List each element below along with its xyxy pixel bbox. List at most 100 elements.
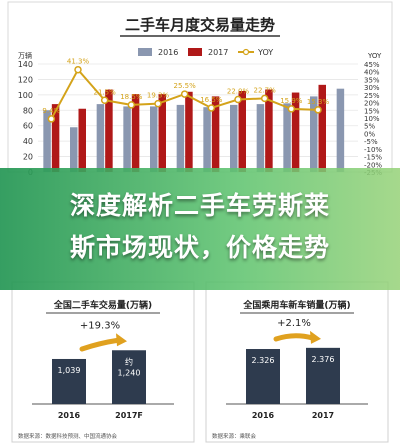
- bars: [43, 84, 345, 172]
- used-car-volume-chart: 全国二手车交易量(万辆) 1,039 2016 约 1,240 2017F +19.3% 数据…: [18, 299, 174, 440]
- y2-tick-label: 40%: [364, 69, 380, 77]
- bar-2017: [238, 91, 246, 172]
- yoy-point: [234, 95, 242, 104]
- y2-tick-label: -20%: [364, 161, 382, 169]
- bar-2016: [70, 127, 78, 172]
- y-tick-label: 40: [23, 137, 33, 146]
- legend: 2016 2017 YOY: [138, 48, 273, 57]
- bar-2017: [185, 91, 193, 172]
- yoy-label: 18.5%: [120, 93, 143, 101]
- y-tick-label: 20: [23, 153, 33, 162]
- yoy-line: 9.4% 41.3% 21.5%18.5% 19.3% 25.5%16.5% 22.0% 2…: [42, 58, 329, 123]
- y-tick-label: 100: [18, 91, 33, 100]
- bar-2016: [310, 96, 318, 172]
- yoy-label: 19.3%: [147, 92, 170, 100]
- small-chart-title: 全国乘用车新车销量(万辆): [242, 299, 350, 311]
- yoy-label: 25.5%: [174, 82, 197, 90]
- bar-2016: [176, 104, 185, 172]
- yoy-point: [260, 94, 269, 103]
- yoy-point: [180, 90, 189, 98]
- y-tick-label: 80: [23, 106, 33, 115]
- small-category-label: 2017F: [115, 411, 143, 420]
- y2-tick-label: 5%: [364, 123, 375, 131]
- y2-tick-label: -5%: [364, 138, 378, 146]
- yoy-label: 22.7%: [254, 86, 277, 94]
- yoy-point: [314, 106, 322, 114]
- y2-tick-label: 20%: [364, 100, 380, 108]
- bar-2016: [230, 104, 238, 172]
- new-car-sales-chart: 全国乘用车新车销量(万辆) 2.326 2016 2.376 2017 +2.1% 数据来源…: [212, 299, 368, 440]
- small-bar-label: 2.326: [252, 356, 275, 365]
- bar-2017: [211, 96, 220, 172]
- bar-2017: [291, 92, 300, 172]
- y2-tick-label: 25%: [364, 92, 380, 100]
- small-category-label: 2016: [58, 411, 81, 420]
- bar-2017: [318, 84, 326, 172]
- small-bar: [112, 350, 146, 404]
- small-bar-label: 1,240: [118, 368, 141, 377]
- y2-tick-label: -10%: [364, 146, 382, 154]
- yoy-label: 9.4%: [42, 107, 60, 115]
- small-chart-title: 全国二手车交易量(万辆): [53, 299, 152, 311]
- y2-tick-label: 35%: [364, 76, 380, 84]
- yoy-point: [154, 99, 162, 108]
- right-panel: [205, 281, 389, 443]
- left-panel: [11, 281, 195, 443]
- bar-2017: [265, 89, 273, 172]
- y-tick-label: 120: [18, 75, 33, 84]
- small-bar: [306, 347, 340, 404]
- legend-label: 2016: [158, 48, 178, 57]
- bar-2016: [150, 106, 158, 172]
- legend-swatch-2016: [138, 48, 152, 56]
- y2-tick-label: 0%: [364, 130, 375, 138]
- yoy-point: [207, 104, 216, 112]
- bar-2016: [256, 104, 265, 172]
- bar-2016: [43, 110, 51, 172]
- y2-tick-label: 10%: [364, 115, 380, 123]
- small-bar-label: 约: [125, 356, 133, 366]
- bar-2017: [131, 94, 140, 172]
- banner-line-2: 斯市场现状，价格走势: [69, 233, 330, 262]
- small-bar-label: 1,039: [58, 366, 81, 375]
- small-bar: [246, 349, 280, 404]
- small-category-label: 2017: [312, 411, 334, 420]
- y2-tick-label: -15%: [364, 154, 382, 162]
- y2-unit-label: YOY: [367, 52, 382, 60]
- y2-tick-label: 45%: [364, 61, 380, 69]
- y2-tick-label: 15%: [364, 107, 380, 115]
- growth-arrowhead: [310, 330, 321, 344]
- bar-2016: [336, 88, 345, 172]
- yoy-point: [127, 101, 136, 109]
- growth-arrow: [273, 333, 315, 342]
- growth-arrow: [79, 337, 121, 352]
- small-category-label: 2016: [252, 411, 275, 420]
- small-bar-label: 2.376: [312, 355, 335, 364]
- y2-tick-label: 30%: [364, 84, 380, 92]
- yoy-point: [74, 65, 82, 74]
- bar-2016: [283, 103, 291, 172]
- bar-2017: [78, 108, 86, 172]
- growth-arrowhead: [116, 333, 127, 347]
- bar-2017: [51, 104, 60, 172]
- yoy-label: 21.5%: [94, 88, 117, 96]
- yoy-point: [287, 105, 296, 113]
- growth-label: +2.1%: [277, 318, 311, 329]
- yoy-point: [100, 96, 109, 105]
- banner-line-1: 深度解析二手车劳斯莱: [69, 191, 330, 220]
- legend-marker-yoy: [242, 48, 250, 56]
- bar-2017: [158, 94, 166, 172]
- small-bar: [52, 358, 86, 404]
- bar-2016: [203, 107, 211, 172]
- y-unit-label: 万辆: [18, 51, 32, 60]
- source-note: 数据来源：数据科技预测、中国流通协会: [18, 432, 118, 440]
- yoy-label: 22.0%: [227, 87, 250, 95]
- growth-label: +19.3%: [80, 320, 120, 331]
- legend-label: YOY: [257, 48, 273, 57]
- bar-2017: [105, 89, 113, 172]
- yoy-label: 16.5%: [200, 96, 223, 104]
- legend-label: 2017: [208, 48, 228, 57]
- y-tick-label: 140: [18, 60, 33, 69]
- bar-2016: [123, 106, 131, 172]
- main-chart-title: 二手车月度交易量走势: [125, 16, 275, 34]
